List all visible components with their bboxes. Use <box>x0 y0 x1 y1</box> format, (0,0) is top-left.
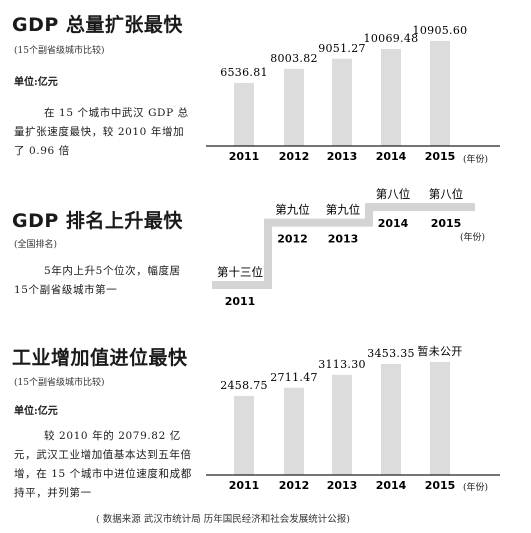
panel2-subtitle: (全国排名) <box>14 240 58 250</box>
chart3-value-label-2012: 2711.47 <box>270 371 318 384</box>
chart1-value-label-2015: 10905.60 <box>413 24 468 37</box>
chart1-bar-2011 <box>234 83 254 146</box>
chart2-rank-label-2011: 第十三位 <box>217 265 263 279</box>
panel3-description: 较 2010 年的 2079.82 亿元，武汉工业增加值基本达到五年倍增，在 1… <box>14 430 192 499</box>
chart3-x-tick-2015: 2015 <box>425 479 456 492</box>
panel2-title: GDP 排名上升最快 <box>12 210 183 232</box>
chart2-x-tick-2013: 2013 <box>328 233 359 246</box>
chart2-rank-label-2014: 第八位 <box>376 187 411 201</box>
chart3-bar-2014 <box>381 363 401 475</box>
chart3-value-label-2013: 3113.30 <box>318 358 366 371</box>
chart3-value-label-2011: 2458.75 <box>220 379 268 392</box>
panel3-unit: 单位:亿元 <box>14 406 58 417</box>
chart3-value-label-2015: 暂未公开 <box>417 345 462 358</box>
chart2-rank-label-2012: 第九位 <box>275 203 310 217</box>
panel1-subtitle: (15个副省级城市比较) <box>14 46 105 56</box>
panel1-unit: 单位:亿元 <box>14 77 58 88</box>
chart2-x-tick-2015: 2015 <box>431 217 462 230</box>
chart2-x-tick-2014: 2014 <box>378 217 409 230</box>
chart1-x-tick-2011: 2011 <box>229 150 260 163</box>
chart3-bar-2012 <box>284 387 304 475</box>
chart1-bar-2015 <box>430 40 450 147</box>
panel1-year-unit: (年份) <box>463 155 489 165</box>
panel3-subtitle: (15个副省级城市比较) <box>14 378 105 388</box>
chart1-value-label-2013: 9051.27 <box>318 42 366 55</box>
panel2-description: 5年内上升5个位次，幅度居15个副省级城市第一 <box>14 265 181 296</box>
chart1-bar-2012 <box>284 68 304 146</box>
panel1-title: GDP 总量扩张最快 <box>12 14 183 36</box>
chart1-x-tick-2012: 2012 <box>279 150 310 163</box>
chart2-rank-label-2013: 第九位 <box>326 203 361 217</box>
chart1-value-label-2014: 10069.48 <box>364 32 419 45</box>
panel3-title: 工业增加值进位最快 <box>12 347 188 369</box>
chart1-value-label-2012: 8003.82 <box>270 52 318 65</box>
chart3-bar-2015 <box>430 362 450 475</box>
chart2-rank-step-line <box>212 203 475 289</box>
chart3-bar-2011 <box>234 395 254 475</box>
chart2-x-tick-2011: 2011 <box>225 295 256 308</box>
chart1-bar-2014 <box>381 48 401 146</box>
chart2-x-tick-2012: 2012 <box>277 233 308 246</box>
chart3-bar-2013 <box>332 374 352 475</box>
chart3-x-tick-2014: 2014 <box>376 479 407 492</box>
chart2-rank-label-2015: 第八位 <box>429 187 464 201</box>
chart1-bar-2013 <box>332 58 352 146</box>
chart3-x-tick-2013: 2013 <box>327 479 358 492</box>
chart3-x-tick-2012: 2012 <box>279 479 310 492</box>
panel1-description: 在 15 个城市中武汉 GDP 总量扩张速度最快，较 2010 年增加了 0.9… <box>14 107 189 157</box>
panel2-year-unit: (年份) <box>460 233 486 243</box>
chart1-x-tick-2014: 2014 <box>376 150 407 163</box>
chart1-x-tick-2013: 2013 <box>327 150 358 163</box>
chart3-value-label-2014: 3453.35 <box>367 347 415 360</box>
chart3-x-tick-2011: 2011 <box>229 479 260 492</box>
chart1-x-tick-2015: 2015 <box>425 150 456 163</box>
data-source-note: ( 数据来源 武汉市统计局 历年国民经济和社会发展统计公报) <box>96 514 350 525</box>
panel3-year-unit: (年份) <box>463 483 489 493</box>
chart1-value-label-2011: 6536.81 <box>220 66 268 79</box>
